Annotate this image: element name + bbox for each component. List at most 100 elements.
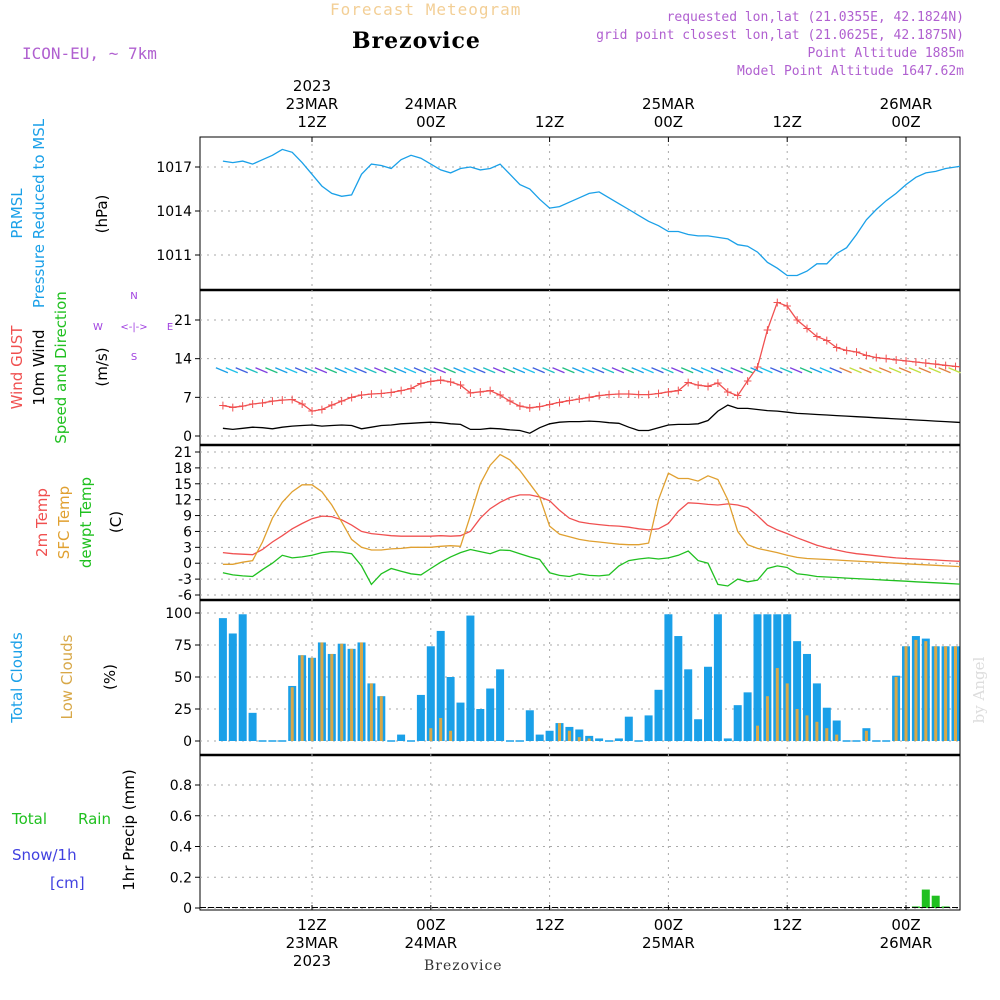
wind-arrow: [661, 367, 674, 374]
gust-marker: +: [594, 389, 604, 403]
wind-arrow: [591, 367, 605, 374]
gust-marker: +: [802, 321, 812, 335]
requested-coordinates: requested lon,lat (21.0355E, 42.1824N): [666, 10, 964, 25]
gust-marker: +: [257, 396, 267, 410]
wind-arrow: [799, 367, 813, 374]
total-cloud-bar: [218, 618, 227, 741]
gust-marker: +: [762, 323, 772, 337]
total-cloud-bar: [238, 614, 247, 741]
bottom-date-label: 26MAR: [880, 934, 933, 952]
compass-e: E: [167, 322, 173, 333]
y-tick-label: 14: [174, 352, 192, 368]
y-tick-label: 100: [165, 606, 192, 622]
y-axis-title: dewpt Temp: [77, 477, 95, 568]
y-tick-label: 0: [183, 556, 192, 572]
y-axis-title: Total Clouds: [8, 632, 26, 724]
wind-arrow: [948, 367, 961, 374]
wind-arrow: [690, 367, 704, 374]
gust-marker: +: [653, 386, 663, 400]
wind-arrow: [433, 367, 446, 374]
point-altitude: Point Altitude 1885m: [807, 46, 964, 61]
wind-arrow: [839, 367, 852, 374]
gust-marker: +: [347, 390, 357, 404]
total-cloud-bar: [545, 730, 554, 741]
wind-arrow: [542, 367, 555, 374]
gust-marker: +: [436, 373, 446, 387]
chart-title: Forecast Meteogram: [330, 0, 522, 19]
gust-marker: +: [485, 384, 495, 398]
gust-marker: +: [842, 343, 852, 357]
gust-marker: +: [683, 375, 693, 389]
y-axis-title: 10m Wind: [30, 329, 48, 405]
total-cloud-bar: [704, 666, 712, 741]
low-cloud-bar: [330, 653, 334, 741]
gust-marker: +: [238, 399, 248, 413]
low-cloud-bar: [429, 728, 433, 741]
low-cloud-bar: [756, 725, 759, 741]
top-hour-label: 12Z: [297, 113, 326, 131]
bottom-hour-label: 00Z: [891, 916, 920, 934]
low-cloud-bar: [934, 646, 938, 741]
low-cloud-bar: [894, 677, 898, 741]
y-axis-title: Speed and Direction: [52, 291, 70, 444]
total-cloud-bar: [456, 702, 465, 741]
bottom-date-label: 24MAR: [404, 934, 457, 952]
y-unit-pressure: (hPa): [93, 195, 111, 234]
legend-total: Total: [11, 810, 47, 828]
y-tick-label: 9: [183, 509, 192, 525]
wind-arrow: [522, 367, 536, 374]
y-axis-title: 2m Temp: [33, 488, 51, 557]
wind-arrow: [364, 367, 377, 374]
wind-arrow: [938, 367, 951, 374]
wind-arrow: [730, 367, 743, 374]
wind-arrow: [502, 367, 516, 374]
low-cloud-bar: [775, 668, 779, 741]
wind-arrow: [641, 367, 654, 374]
top-date-label: 26MAR: [880, 95, 933, 113]
gust-marker: +: [297, 397, 307, 411]
y-unit-clouds: (%): [101, 664, 119, 690]
low-cloud-bar: [310, 657, 314, 741]
low-cloud-bar: [835, 734, 839, 741]
wind-arrow: [611, 367, 625, 374]
y-tick-label: 15: [174, 477, 192, 493]
wind-arrow: [304, 367, 318, 374]
wind-arrow: [621, 367, 635, 374]
bottom-date-label: 23MAR: [286, 934, 339, 952]
gust-marker: +: [673, 384, 683, 398]
gust-marker: +: [950, 359, 960, 373]
wind-arrow: [473, 367, 486, 374]
wind-arrow: [334, 367, 347, 374]
gust-marker: +: [248, 397, 258, 411]
wind-arrow: [750, 367, 763, 374]
wind-arrow: [463, 367, 476, 374]
gust-marker: +: [743, 374, 753, 388]
wind-arrow: [324, 367, 338, 374]
gust-marker: +: [416, 377, 426, 391]
wind-arrow: [671, 367, 684, 374]
total-cloud-bar: [713, 614, 722, 741]
legend-rain: Rain: [78, 810, 111, 828]
gust-marker: +: [535, 400, 545, 414]
y-tick-label: 6: [183, 524, 192, 540]
bottom-hour-label: 00Z: [416, 916, 445, 934]
bottom-hour-label: 12Z: [535, 916, 564, 934]
total-cloud-bar: [684, 669, 693, 741]
wind-arrow: [789, 367, 803, 374]
total-cloud-bar: [793, 641, 802, 741]
total-cloud-bar: [733, 705, 742, 741]
gust-marker: +: [911, 355, 921, 369]
rain-bar: [921, 889, 930, 908]
y-unit-temp: (C): [107, 511, 125, 533]
gust-marker: +: [921, 356, 931, 370]
gust-marker: +: [663, 385, 673, 399]
gust-marker: +: [327, 398, 337, 412]
y-axis-title: SFC Temp: [55, 486, 73, 559]
model-altitude: Model Point Altitude 1647.62m: [737, 64, 964, 79]
low-cloud-bar: [379, 696, 383, 741]
low-cloud-bar: [369, 683, 373, 741]
y-tick-label: 75: [174, 638, 192, 654]
y-tick-label: 1014: [156, 204, 192, 220]
gust-marker: +: [693, 378, 703, 392]
